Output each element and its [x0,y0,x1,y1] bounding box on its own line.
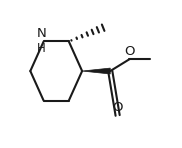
Text: O: O [112,101,123,114]
Text: N: N [37,27,46,40]
Text: H: H [37,42,46,55]
Polygon shape [82,68,110,74]
Text: O: O [124,45,135,58]
